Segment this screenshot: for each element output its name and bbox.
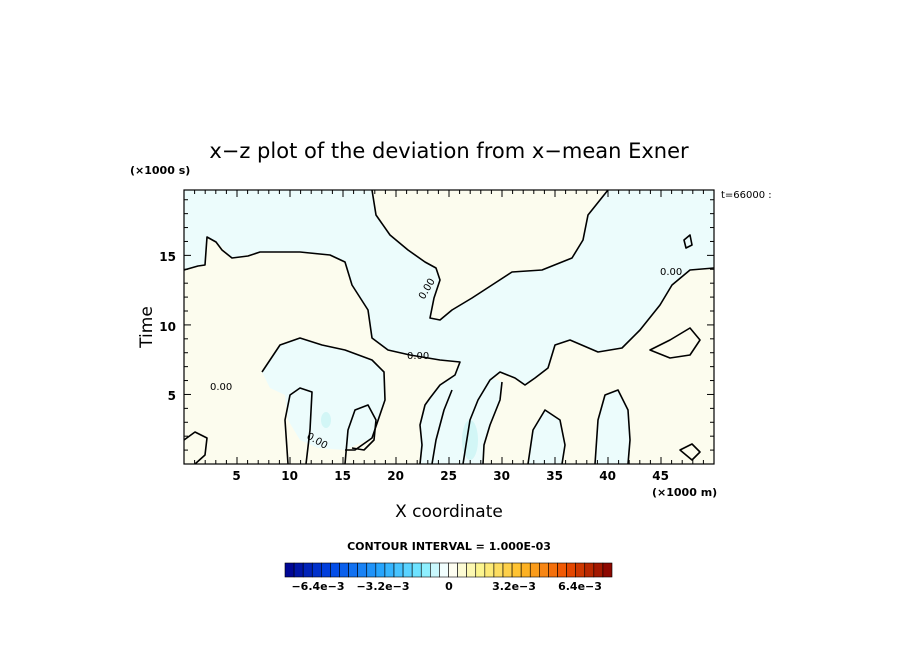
negative-region-right bbox=[528, 390, 630, 464]
x-tick-label: 20 bbox=[387, 469, 404, 483]
x-unit-label: (×1000 m) bbox=[652, 486, 717, 499]
colorbar-bin bbox=[366, 562, 377, 578]
y-tick-label: 5 bbox=[168, 389, 176, 403]
colorbar-bin bbox=[548, 562, 558, 578]
colorbar-bin bbox=[430, 562, 440, 578]
y-tick-labels: 5 10 15 bbox=[159, 250, 176, 403]
colorbar-bin bbox=[493, 562, 504, 578]
x-tick-label: 5 bbox=[232, 469, 240, 483]
colorbar-bin bbox=[593, 562, 604, 578]
colorbar-bin bbox=[539, 562, 549, 578]
colorbar-bin bbox=[311, 562, 322, 578]
colorbar-bin bbox=[420, 562, 431, 578]
contour-line bbox=[683, 234, 693, 249]
colorbar-bin bbox=[520, 562, 531, 578]
colorbar-tick-label: 6.4e−3 bbox=[558, 580, 602, 593]
colorbar-bin bbox=[402, 562, 413, 578]
colorbar-bin bbox=[284, 562, 295, 578]
colorbar-tick-label: 3.2e−3 bbox=[492, 580, 536, 593]
contour-line bbox=[462, 267, 715, 465]
x-tick-label: 40 bbox=[599, 469, 616, 483]
y-axis-label: Time bbox=[137, 306, 157, 349]
colorbar-bin bbox=[348, 562, 358, 578]
colorbar-bin bbox=[457, 562, 467, 578]
contour-line bbox=[679, 443, 701, 461]
contour-line bbox=[527, 409, 566, 465]
axis-ticks bbox=[184, 190, 714, 464]
colorbar-bin bbox=[302, 562, 313, 578]
x-tick-labels: 5 10 15 20 25 30 35 40 45 bbox=[232, 469, 669, 483]
colorbar-bin bbox=[330, 562, 340, 578]
colorbar-tick-labels: −6.4e−3 −3.2e−3 0 3.2e−3 6.4e−3 bbox=[291, 580, 601, 593]
colorbar-bin bbox=[529, 562, 540, 578]
colorbar-bin bbox=[511, 562, 522, 578]
contour-label: 0.00 bbox=[210, 382, 232, 393]
negative-region-lower-left bbox=[262, 338, 385, 450]
contour-line bbox=[371, 189, 609, 321]
colorbar-tick-label: −3.2e−3 bbox=[356, 580, 409, 593]
colorbar-bin bbox=[566, 562, 576, 578]
colorbar-bin bbox=[475, 562, 486, 578]
chart-title: x−z plot of the deviation from x−mean Ex… bbox=[209, 139, 689, 163]
contour-line bbox=[183, 236, 461, 465]
contour-line bbox=[284, 387, 313, 465]
colorbar-bin bbox=[448, 562, 458, 578]
cyan-patch-small bbox=[321, 412, 331, 428]
x-axis-label: X coordinate bbox=[395, 502, 503, 522]
colorbar-bin bbox=[393, 562, 404, 578]
colorbar-bin bbox=[502, 562, 513, 578]
colorbar-bin bbox=[466, 562, 477, 578]
time-label: t=66000 : bbox=[721, 190, 772, 201]
colorbar-bin bbox=[357, 562, 368, 578]
x-tick-label: 25 bbox=[440, 469, 457, 483]
colorbar-bin bbox=[584, 562, 595, 578]
colorbar-bin bbox=[384, 562, 395, 578]
x-tick-label: 15 bbox=[334, 469, 351, 483]
plot-area: 0.00 0.00 0.00 0.00 0.00 bbox=[183, 189, 715, 465]
y-tick-label: 15 bbox=[159, 250, 176, 264]
x-tick-label: 45 bbox=[652, 469, 669, 483]
colorbar-bin bbox=[575, 562, 586, 578]
contour-lines bbox=[183, 189, 715, 465]
colorbar-tick-label: 0 bbox=[445, 580, 453, 593]
contour-line bbox=[183, 431, 208, 465]
contour-line bbox=[261, 337, 386, 451]
colorbar-bin bbox=[375, 562, 386, 578]
x-tick-label: 10 bbox=[281, 469, 298, 483]
colorbar-bin bbox=[484, 562, 495, 578]
contour-line bbox=[431, 389, 453, 465]
colorbar-bin bbox=[439, 562, 449, 578]
y-unit-label: (×1000 s) bbox=[130, 164, 190, 177]
x-tick-label: 30 bbox=[493, 469, 510, 483]
contour-interval-text: CONTOUR INTERVAL = 1.000E-03 bbox=[347, 540, 551, 553]
colorbar-bin bbox=[602, 562, 613, 578]
y-tick-label: 10 bbox=[159, 320, 176, 334]
x-tick-label: 35 bbox=[546, 469, 563, 483]
contour-line bbox=[649, 327, 701, 359]
colorbar-bin bbox=[321, 562, 331, 578]
contour-label: 0.00 bbox=[407, 351, 429, 362]
colorbar-bin bbox=[557, 562, 567, 578]
contour-line bbox=[594, 389, 631, 465]
colorbar-bin bbox=[411, 562, 422, 578]
colorbar bbox=[284, 562, 613, 578]
contour-label: 0.00 bbox=[660, 267, 682, 278]
colorbar-tick-label: −6.4e−3 bbox=[291, 580, 344, 593]
contour-line bbox=[344, 404, 377, 465]
colorbar-bin bbox=[339, 562, 349, 578]
colorbar-bin bbox=[293, 562, 304, 578]
contour-line bbox=[482, 381, 503, 465]
